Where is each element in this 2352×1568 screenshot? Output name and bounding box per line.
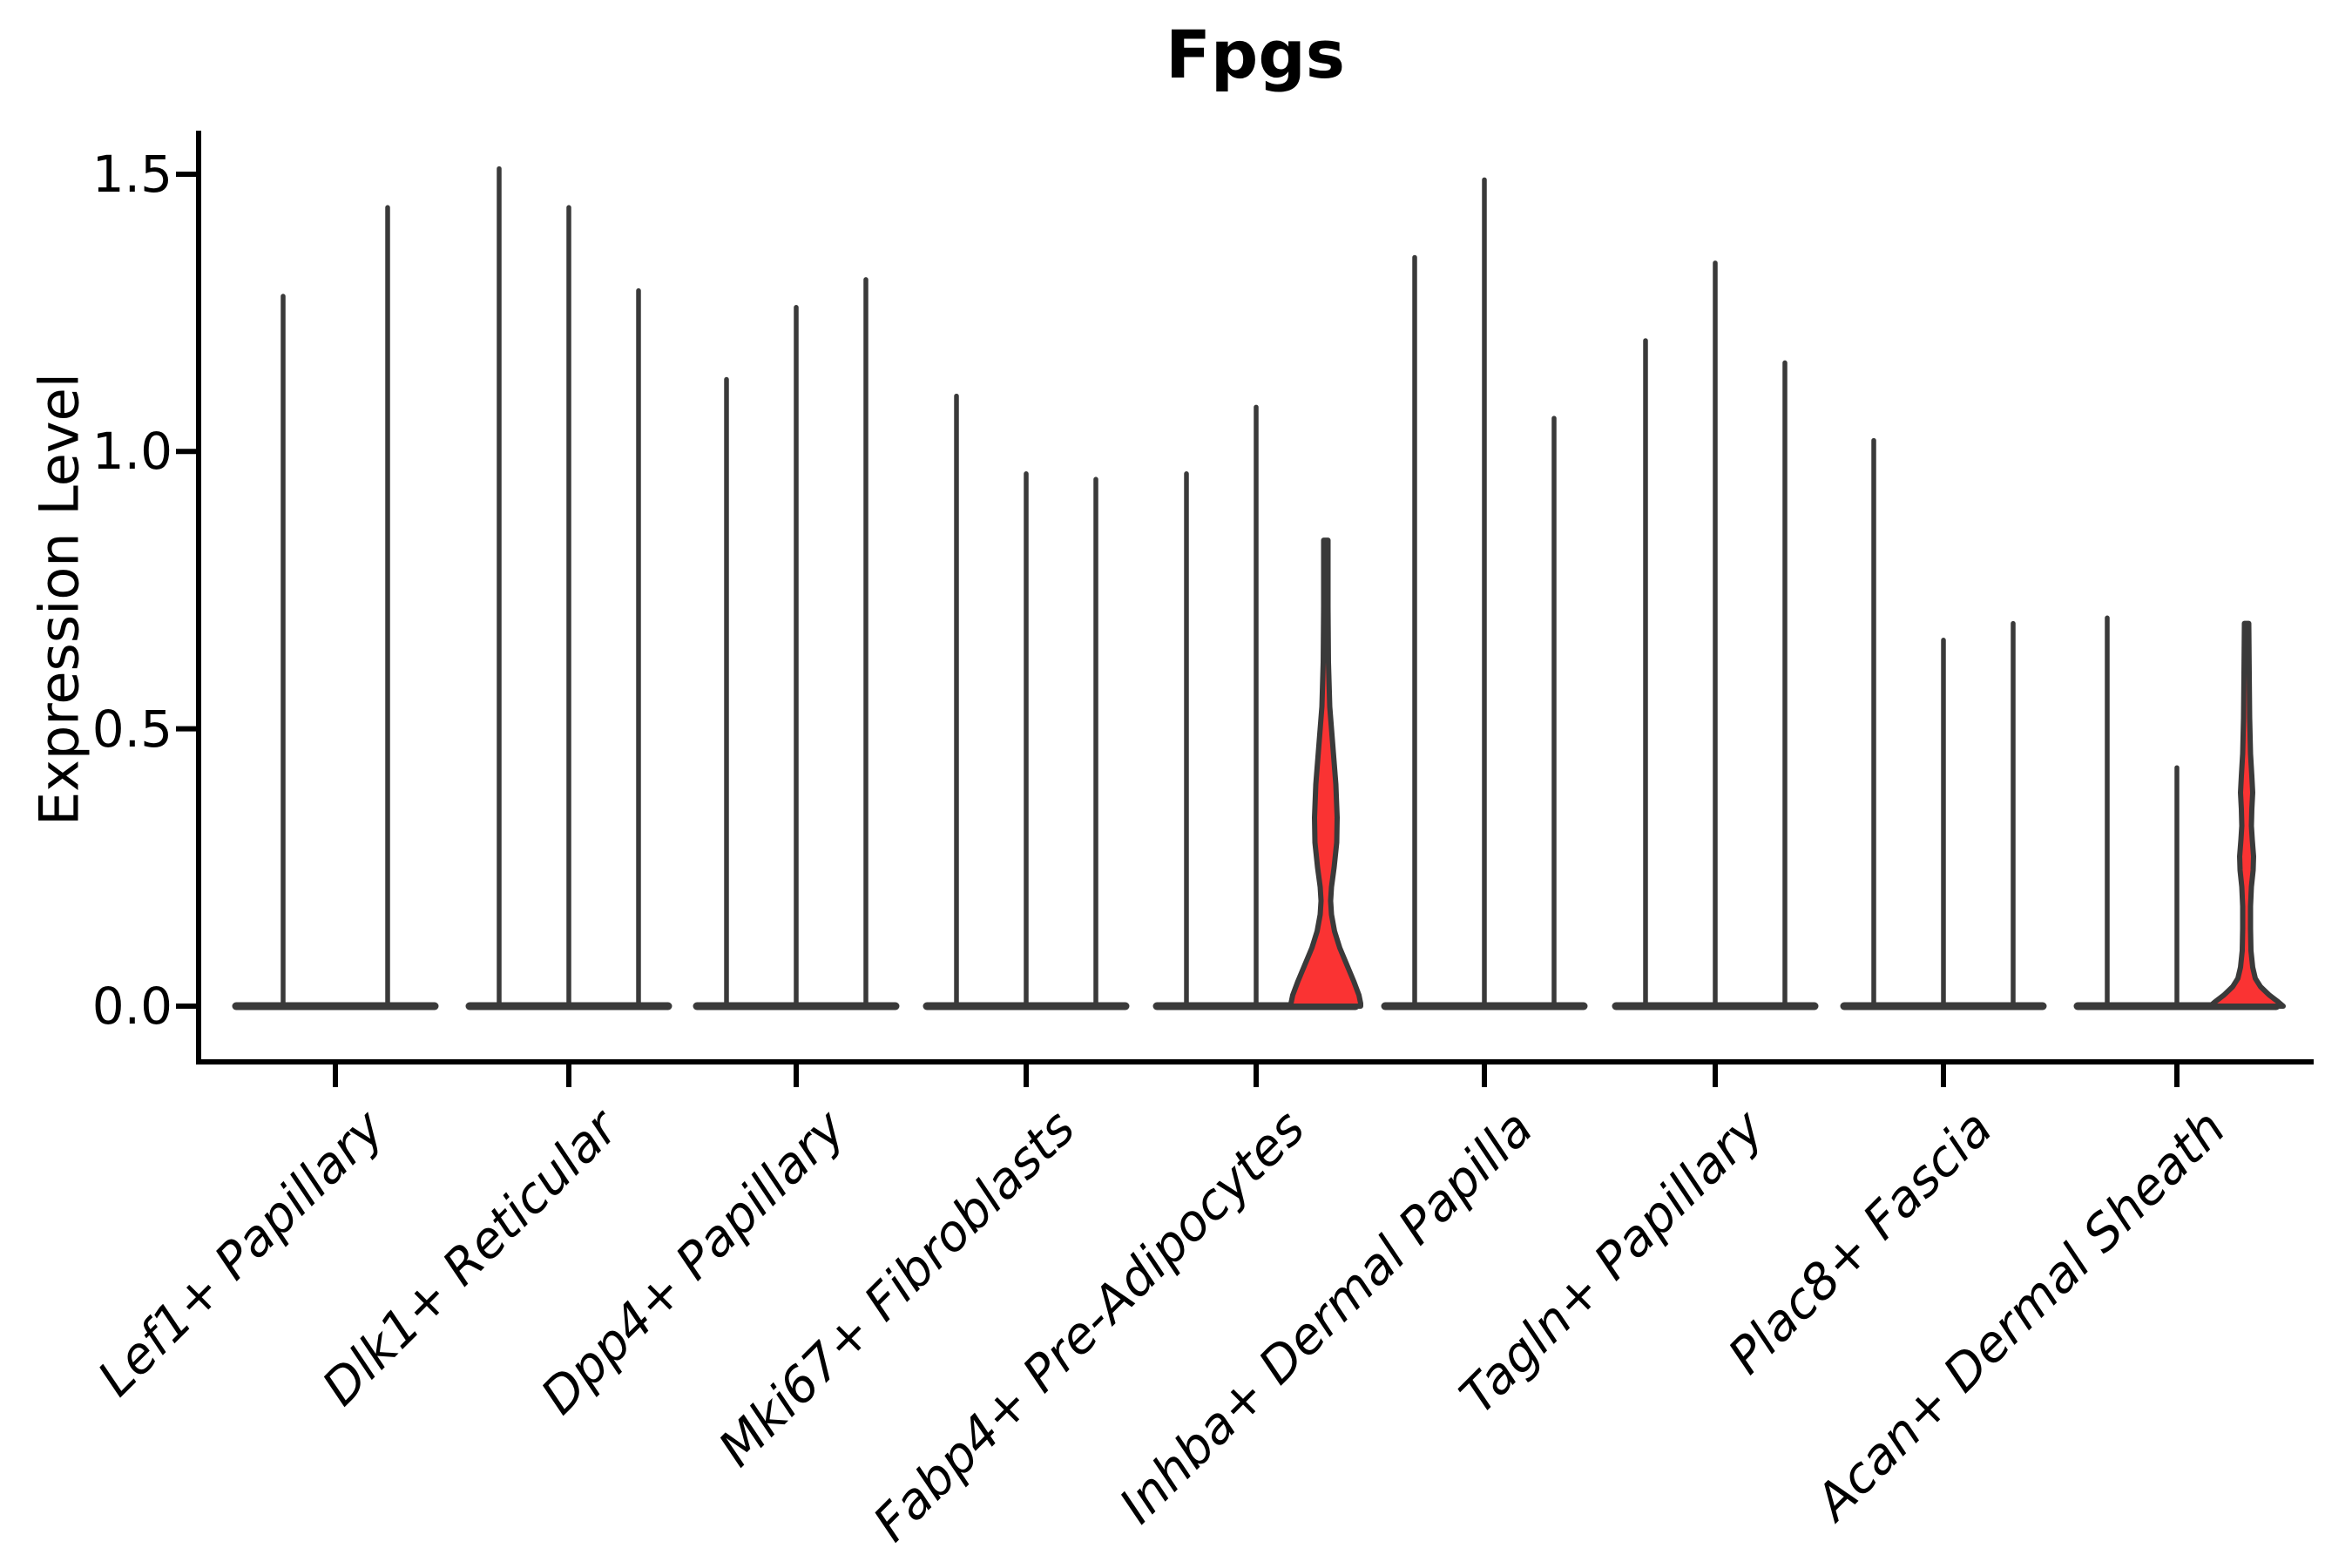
chart-title: Fpgs [1166, 16, 1345, 93]
y-tick-label: 0.0 [91, 977, 172, 1036]
y-tick-label: 1.0 [91, 422, 172, 482]
violin-highlighted [2207, 620, 2286, 1009]
y-tick-label: 0.5 [91, 699, 172, 759]
y-axis-title: Expression Level [27, 373, 91, 826]
violin-highlighted [1288, 537, 1363, 1009]
y-tick-label: 1.5 [91, 144, 172, 204]
